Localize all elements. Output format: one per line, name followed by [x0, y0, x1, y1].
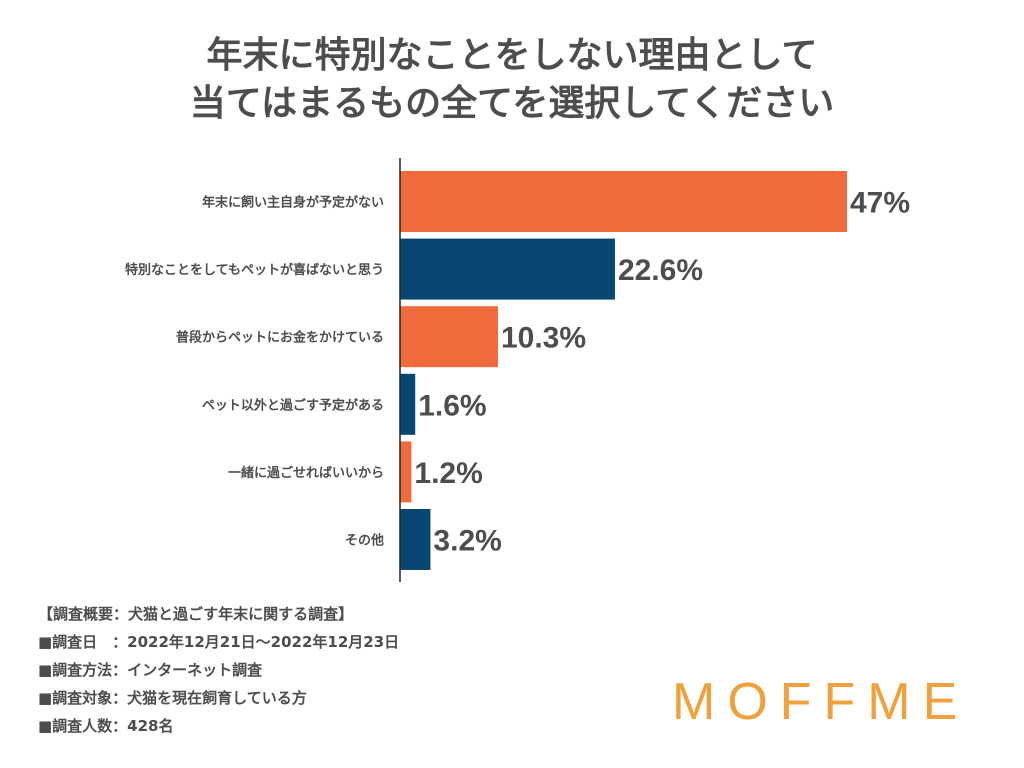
moffme-logo: MOFFME	[672, 673, 970, 731]
value-label-1: 47%	[850, 187, 910, 220]
title-line-1: 年末に特別なことをしない理由として	[206, 35, 818, 76]
value-label-6: 3.2%	[433, 525, 501, 558]
survey-target: ■調査対象：犬猫を現在飼育している方	[38, 689, 307, 707]
survey-count: ■調査人数：428名	[38, 717, 174, 735]
category-label-2: 特別なことをしてもペットが喜ばないと思う	[125, 262, 384, 278]
category-label-1: 年末に飼い主自身が予定がない	[202, 195, 384, 211]
category-label-4: ペット以外と過ごす予定がある	[202, 397, 384, 413]
bar-1	[400, 171, 847, 232]
survey-summary: 【調査概要：犬猫と過ごす年末に関する調査】 ■調査日 ：2022年12月21日〜…	[38, 600, 399, 740]
value-label-3: 10.3%	[501, 322, 586, 355]
survey-method: ■調査方法：インターネット調査	[38, 661, 263, 679]
chart-title: 年末に特別なことをしない理由として 当てはまるもの全てを選択してください	[0, 32, 1024, 128]
category-label-3: 普段からペットにお金をかけている	[176, 330, 384, 346]
survey-heading: 【調査概要：犬猫と過ごす年末に関する調査】	[38, 605, 354, 623]
bar-6	[400, 509, 431, 570]
bar-chart: 年末に飼い主自身が予定がない 47% 特別なことをしてもペットが喜ばないと思う 22.…	[125, 158, 910, 582]
value-label-4: 1.6%	[418, 389, 486, 422]
bar-2	[400, 238, 615, 300]
category-label-6: その他	[345, 533, 384, 549]
bar-4	[400, 373, 416, 435]
value-label-2: 22.6%	[618, 254, 703, 287]
category-label-5: 一緒に過ごせればいいから	[228, 465, 384, 481]
survey-date: ■調査日 ：2022年12月21日〜2022年12月23日	[38, 633, 400, 651]
value-label-5: 1.2%	[414, 457, 482, 490]
bar-3	[400, 306, 498, 368]
bar-5	[400, 441, 412, 503]
title-line-2: 当てはまるもの全てを選択してください	[189, 83, 835, 124]
